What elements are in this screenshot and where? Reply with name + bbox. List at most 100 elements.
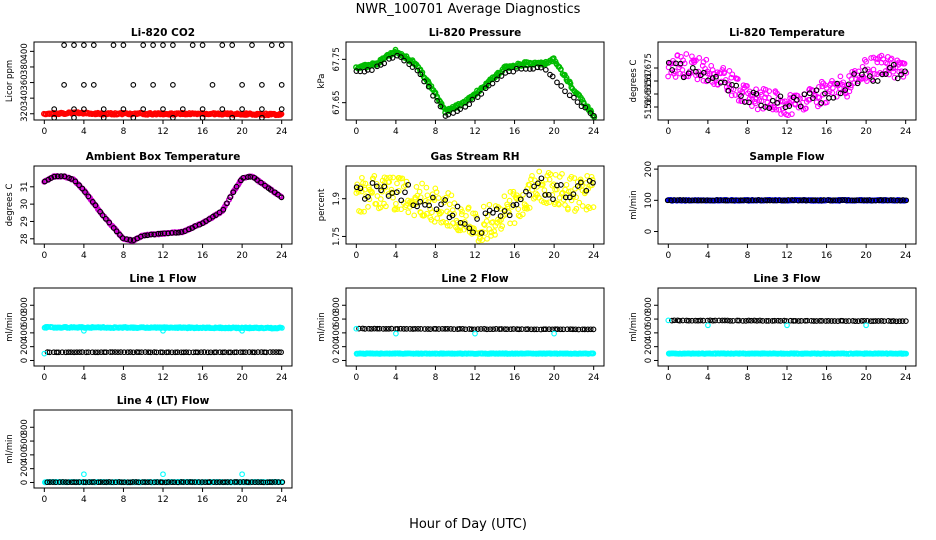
data-point — [472, 210, 479, 217]
data-point — [249, 42, 255, 48]
data-point — [168, 479, 175, 486]
data-point — [47, 479, 53, 485]
data-point — [207, 349, 214, 356]
data-point — [267, 186, 274, 193]
data-point — [373, 183, 380, 190]
data-point — [674, 52, 681, 59]
data-point — [754, 92, 761, 98]
panel-title: Gas Stream RH — [430, 151, 519, 163]
data-point — [546, 199, 553, 206]
data-point — [272, 479, 279, 485]
data-point — [689, 317, 695, 324]
data-point — [110, 225, 117, 231]
data-point — [816, 94, 823, 101]
data-point — [774, 100, 781, 106]
data-point — [861, 197, 867, 204]
data-point — [160, 106, 166, 112]
data-point — [275, 191, 281, 198]
data-point — [388, 189, 395, 196]
data-point — [480, 203, 487, 210]
data-point — [210, 479, 217, 485]
data-point — [490, 326, 497, 333]
data-point — [219, 106, 226, 112]
data-point — [59, 479, 66, 485]
data-point — [195, 479, 202, 485]
data-point — [369, 190, 375, 196]
data-point — [502, 326, 508, 332]
data-point — [498, 73, 505, 79]
data-point — [893, 318, 900, 325]
data-point — [435, 195, 442, 201]
data-point — [416, 188, 423, 195]
data-point — [572, 185, 578, 192]
data-point — [245, 174, 251, 180]
data-point — [752, 197, 759, 204]
x-tick-label: 0 — [665, 373, 671, 383]
data-point — [840, 79, 847, 86]
data-point — [353, 184, 360, 191]
data-point — [590, 350, 597, 357]
data-point — [507, 220, 513, 227]
data-point — [676, 317, 683, 324]
data-point — [883, 71, 889, 77]
data-point — [570, 326, 576, 333]
data-point — [535, 180, 541, 187]
data-point — [759, 318, 766, 324]
data-point — [204, 349, 211, 356]
data-point — [685, 317, 692, 324]
data-point — [258, 179, 264, 186]
x-tick-label: 16 — [509, 251, 521, 261]
data-point — [432, 326, 439, 332]
data-point — [85, 193, 92, 200]
data-point — [446, 201, 453, 208]
data-point — [710, 197, 716, 204]
data-point — [574, 183, 581, 189]
data-point — [771, 317, 778, 324]
data-point — [813, 318, 820, 324]
data-point — [144, 232, 151, 239]
panel-title: Line 1 Flow — [129, 273, 196, 285]
y-tick-label: 320 — [20, 106, 30, 122]
data-point — [851, 68, 858, 74]
data-point — [211, 349, 218, 356]
data-point — [523, 188, 529, 195]
data-point — [76, 182, 82, 189]
data-point — [267, 349, 273, 355]
data-point — [463, 213, 469, 219]
panel-line-4-lt-flow: Line 4 (LT) Flow 0 4 8 12 16 20 24 0 200400600800… — [5, 395, 293, 505]
data-point — [151, 349, 158, 355]
data-point — [862, 67, 868, 73]
data-point — [774, 90, 780, 97]
data-point — [185, 226, 192, 233]
data-point — [426, 202, 432, 209]
data-point — [81, 82, 87, 88]
y-tick-label: 0 — [644, 358, 654, 363]
data-point — [55, 349, 62, 356]
data-point — [769, 97, 776, 104]
x-tick-label: 12 — [469, 373, 480, 383]
data-point — [444, 222, 451, 229]
data-point — [425, 199, 432, 205]
data-point — [405, 209, 412, 216]
data-point — [497, 205, 504, 212]
data-point — [90, 82, 97, 88]
data-point — [466, 101, 473, 108]
data-point — [454, 203, 461, 210]
y-tick-label: 400 — [644, 325, 654, 341]
x-tick-label: 24 — [900, 373, 912, 383]
data-point — [140, 106, 147, 112]
data-point — [430, 194, 436, 201]
data-point — [101, 479, 107, 486]
data-point — [590, 326, 597, 333]
y-tick-label: 51.665 — [644, 79, 654, 109]
data-point — [855, 68, 862, 75]
data-point — [224, 479, 231, 485]
data-point — [127, 479, 134, 486]
data-point — [413, 184, 420, 190]
y-tick-label: 1.75 — [332, 227, 342, 246]
data-point — [242, 349, 249, 356]
data-point — [115, 349, 121, 356]
data-point — [391, 206, 398, 213]
data-point — [353, 68, 360, 74]
